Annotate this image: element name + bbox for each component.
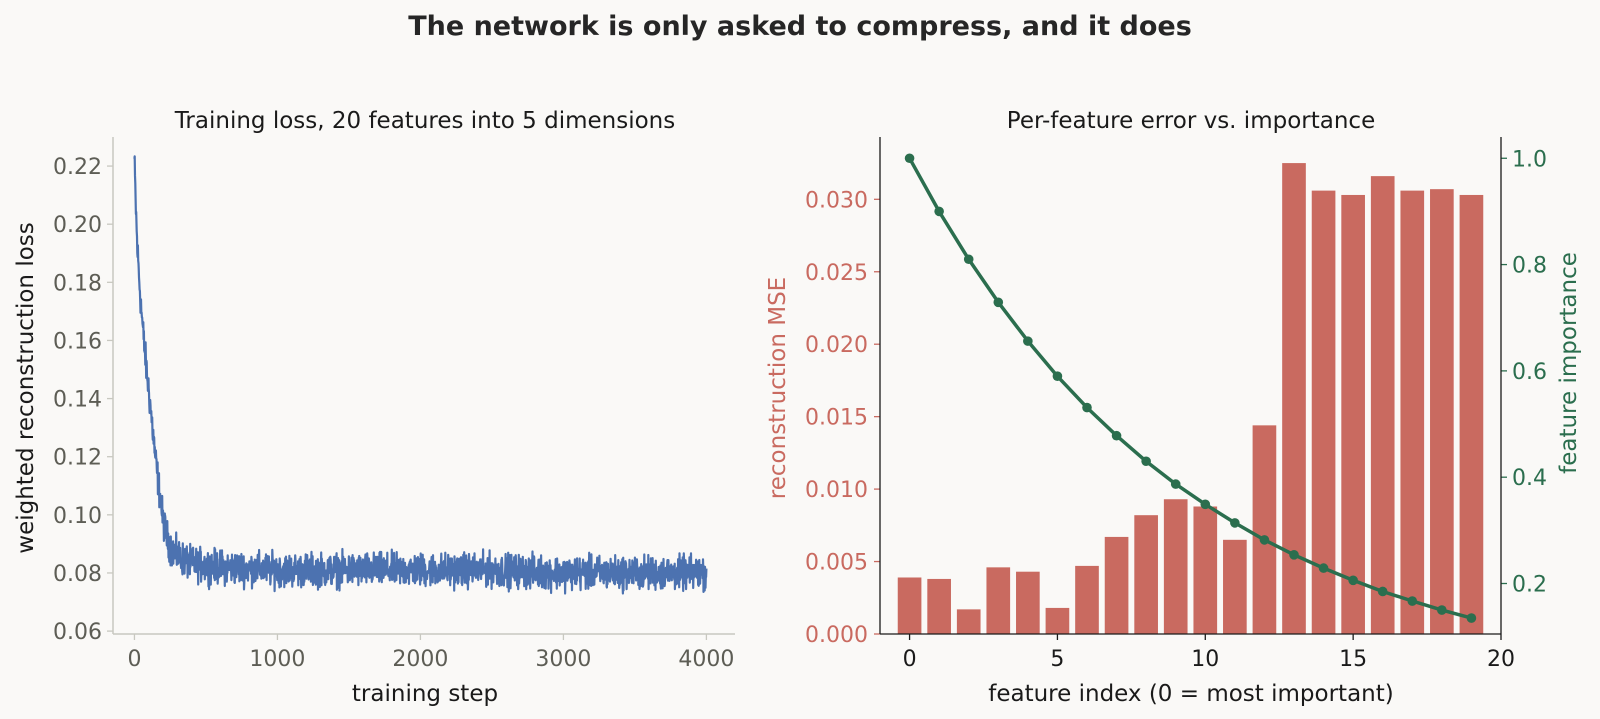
y-tick-label: 0.20 — [53, 213, 102, 238]
importance-point — [1407, 596, 1418, 606]
error-bar — [1252, 425, 1277, 634]
x-tick-label: 0 — [127, 647, 141, 672]
importance-points — [904, 153, 1477, 623]
y-tick-label: 0.18 — [53, 271, 102, 296]
importance-point — [1289, 549, 1299, 560]
error-bar — [1163, 499, 1188, 634]
error-bar — [1311, 190, 1336, 634]
y-tick-label: 0.000 — [805, 623, 868, 648]
importance-series-line — [908, 157, 1472, 620]
error-bar — [1104, 536, 1129, 634]
importance-point — [1111, 430, 1122, 441]
importance-point — [963, 254, 974, 265]
error-bar — [986, 567, 1011, 634]
importance-point — [1466, 613, 1477, 623]
error-bar — [1193, 506, 1218, 634]
y-tick-label: 0.16 — [53, 329, 102, 354]
y-right-tick-label: 0.2 — [1512, 573, 1547, 598]
error-chart-ylabel-right: feature importance — [1556, 252, 1582, 474]
y-tick-label: 0.12 — [53, 446, 102, 471]
error-bar — [1341, 194, 1365, 635]
loss-series-line — [133, 155, 708, 595]
error-bar — [1430, 189, 1454, 634]
importance-point — [1023, 336, 1033, 346]
y-tick-label: 0.08 — [53, 562, 102, 587]
importance-point — [1200, 499, 1211, 510]
y-tick-label: 0.06 — [53, 620, 102, 645]
error-bar — [1400, 190, 1425, 634]
y-tick-label: 0.025 — [805, 261, 868, 286]
x-tick-label: 15 — [1339, 647, 1367, 672]
error-bar — [927, 578, 951, 634]
error-chart-title: Per-feature error vs. importance — [1007, 108, 1375, 134]
y-tick-label: 0.015 — [805, 406, 868, 431]
y-right-tick-label: 0.8 — [1512, 254, 1547, 279]
error-chart-x-ticks: 0 5 10 15 20 — [903, 634, 1515, 672]
importance-point — [934, 206, 944, 217]
y-right-tick-label: 1.0 — [1512, 147, 1547, 172]
error-bar — [1223, 539, 1247, 634]
x-tick-label: 20 — [1487, 647, 1515, 672]
importance-point — [904, 153, 915, 164]
importance-point — [1141, 456, 1151, 467]
y-tick-label: 0.020 — [805, 333, 868, 358]
error-chart-xlabel: feature index (0 = most important) — [988, 681, 1393, 707]
importance-point — [1230, 518, 1240, 528]
importance-point — [993, 297, 1004, 308]
importance-point — [1348, 575, 1358, 586]
error-chart-ylabel: reconstruction MSE — [765, 277, 791, 499]
loss-chart-x-ticks: 0 1000 2000 3000 4000 — [127, 634, 734, 672]
y-tick-label: 0.030 — [805, 188, 868, 213]
importance-point — [1082, 402, 1092, 413]
y-right-tick-label: 0.6 — [1512, 360, 1547, 385]
loss-chart-ylabel: weighted reconstruction loss — [13, 222, 39, 553]
error-bar — [1459, 194, 1484, 635]
x-tick-label: 2000 — [392, 647, 448, 672]
x-tick-label: 3000 — [535, 647, 591, 672]
figure-title: The network is only asked to compress, a… — [408, 11, 1192, 42]
loss-chart: Training loss, 20 features into 5 dimens… — [13, 108, 735, 707]
x-tick-label: 4000 — [678, 647, 734, 672]
x-tick-label: 1000 — [249, 647, 305, 672]
y-tick-label: 0.10 — [53, 504, 102, 529]
importance-point — [1259, 535, 1270, 545]
loss-chart-title: Training loss, 20 features into 5 dimens… — [174, 108, 675, 134]
x-tick-label: 0 — [903, 647, 917, 672]
importance-point — [1377, 586, 1388, 597]
y-tick-label: 0.005 — [805, 551, 868, 576]
x-tick-label: 10 — [1191, 647, 1219, 672]
error-bar — [1016, 571, 1040, 634]
error-bar — [1282, 163, 1306, 634]
error-bar — [956, 609, 981, 634]
importance-point — [1170, 479, 1181, 489]
importance-point — [1437, 605, 1447, 615]
error-bar — [1134, 515, 1158, 634]
importance-point — [1318, 563, 1329, 573]
error-bar — [1045, 607, 1070, 634]
y-right-tick-label: 0.4 — [1512, 466, 1547, 491]
error-bar — [897, 577, 922, 634]
loss-chart-xlabel: training step — [352, 681, 498, 707]
y-tick-label: 0.010 — [805, 478, 868, 503]
loss-chart-y-ticks: 0.06 0.08 0.10 0.12 0.14 0.16 0.18 0.20 0.22 — [53, 155, 113, 645]
error-importance-chart: Per-feature error vs. importance reconst… — [765, 108, 1582, 707]
y-tick-label: 0.22 — [53, 155, 102, 180]
importance-point — [1052, 371, 1063, 381]
x-tick-label: 5 — [1050, 647, 1064, 672]
error-bar — [1075, 565, 1099, 634]
error-bars — [897, 163, 1484, 635]
y-tick-label: 0.14 — [53, 388, 102, 413]
error-chart-y-ticks: 0.000 0.005 0.010 0.015 0.020 0.025 0.030 — [805, 188, 880, 648]
error-bar — [1370, 176, 1395, 635]
error-chart-y-ticks-right: 0.2 0.4 0.6 0.8 1.0 — [1501, 147, 1547, 598]
